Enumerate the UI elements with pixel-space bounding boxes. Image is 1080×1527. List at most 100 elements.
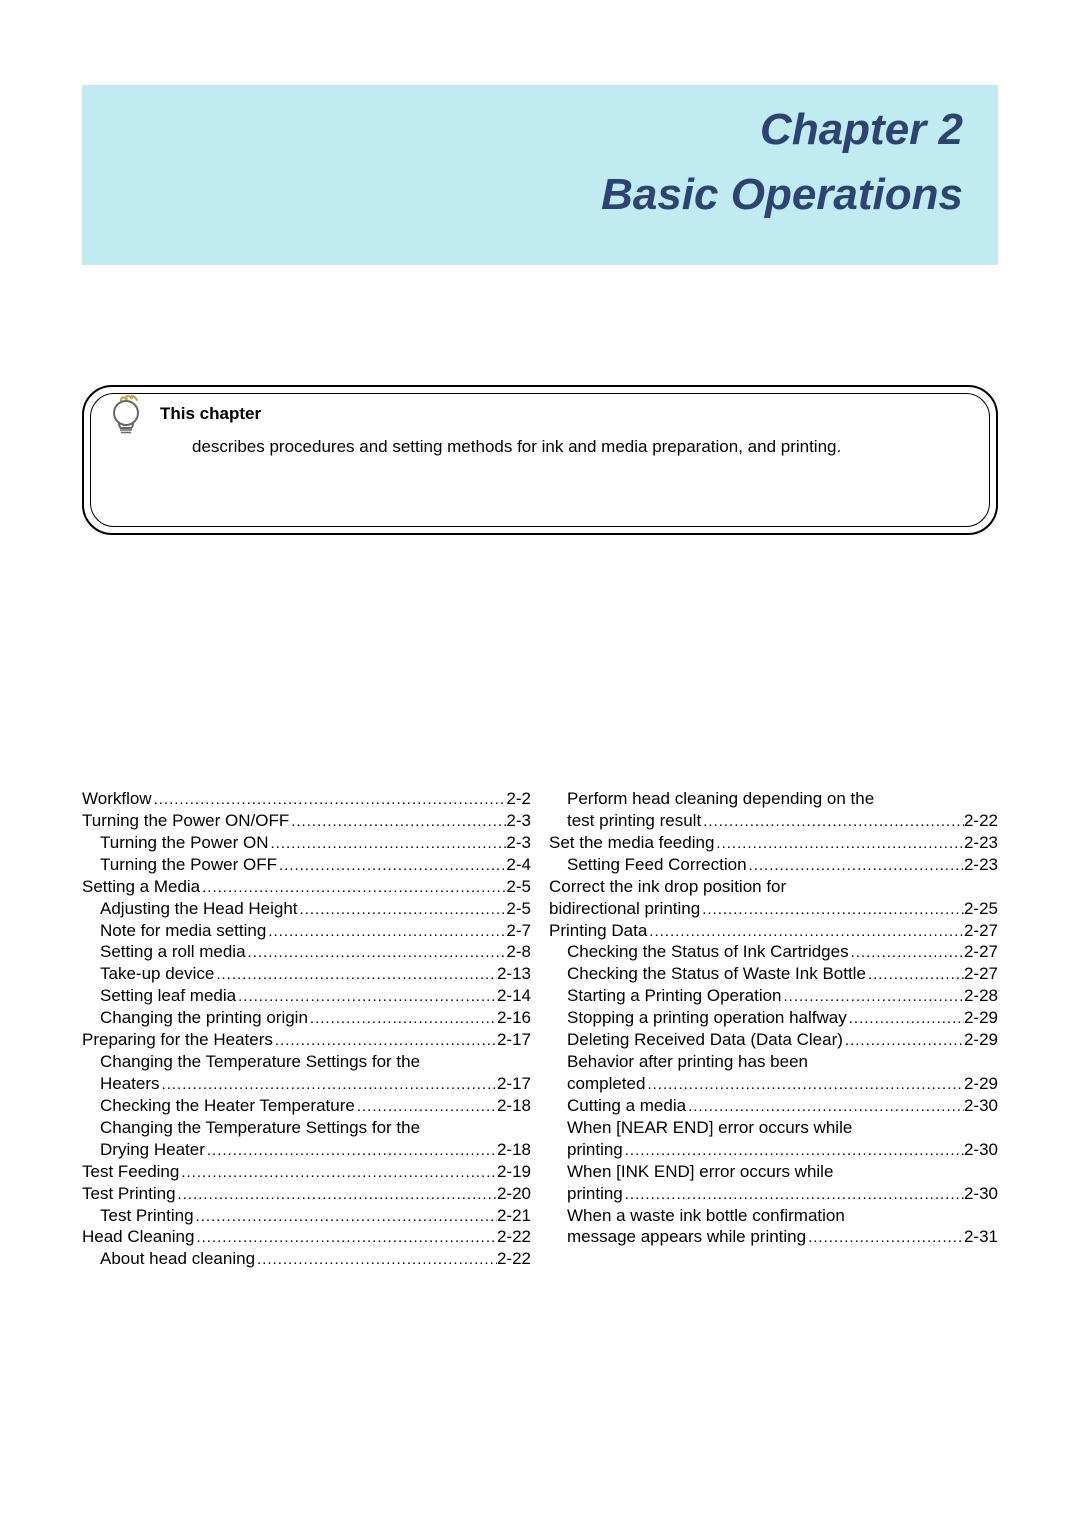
toc-dots: [806, 1228, 964, 1247]
toc-label: Perform head cleaning depending on the: [567, 788, 874, 810]
toc-entry: Set the media feeding 2-23: [549, 832, 998, 854]
toc-entry: Setting a Media 2-5: [82, 876, 531, 898]
toc-dots: [273, 1031, 497, 1050]
toc-label: Correct the ink drop position for: [549, 876, 786, 898]
info-description: describes procedures and setting methods…: [192, 437, 841, 457]
toc-entry: Cutting a media 2-30: [549, 1095, 998, 1117]
toc-entry: Checking the Heater Temperature 2-18: [82, 1095, 531, 1117]
toc-label: Changing the Temperature Settings for th…: [100, 1117, 420, 1139]
toc-label: Starting a Printing Operation: [567, 985, 782, 1007]
toc-entry: printing 2-30: [549, 1139, 998, 1161]
toc-page: 2-22: [497, 1226, 531, 1248]
toc-label: test printing result: [567, 810, 701, 832]
toc-dots: [849, 943, 964, 962]
toc-label: Adjusting the Head Height: [100, 898, 298, 920]
toc-dots: [714, 834, 964, 853]
toc-entry: Preparing for the Heaters 2-17: [82, 1029, 531, 1051]
toc-page: 2-3: [506, 832, 531, 854]
toc-label: When a waste ink bottle confirmation: [567, 1205, 845, 1227]
toc-entry: Test Printing 2-21: [82, 1205, 531, 1227]
toc-page: 2-27: [964, 920, 998, 942]
toc-label: Head Cleaning: [82, 1226, 194, 1248]
toc-entry: When [NEAR END] error occurs while: [549, 1117, 998, 1139]
toc-label: When [INK END] error occurs while: [567, 1161, 833, 1183]
toc-column-left: Workflow 2-2Turning the Power ON/OFF 2-3…: [82, 788, 531, 1270]
toc-dots: [214, 965, 497, 984]
toc-entry: Head Cleaning 2-22: [82, 1226, 531, 1248]
toc-dots: [623, 1141, 964, 1160]
toc-label: Changing the Temperature Settings for th…: [100, 1051, 420, 1073]
toc-label: When [NEAR END] error occurs while: [567, 1117, 852, 1139]
toc-label: Checking the Heater Temperature: [100, 1095, 355, 1117]
toc-dots: [782, 987, 964, 1006]
toc-label: Turning the Power ON/OFF: [82, 810, 289, 832]
toc-entry: printing 2-30: [549, 1183, 998, 1205]
toc-page: 2-30: [964, 1139, 998, 1161]
toc-page: 2-14: [497, 985, 531, 1007]
toc-label: Workflow: [82, 788, 152, 810]
toc-dots: [645, 1075, 964, 1094]
toc-dots: [747, 856, 964, 875]
toc-label: Test Printing: [100, 1205, 194, 1227]
toc-entry: Adjusting the Head Height 2-5: [82, 898, 531, 920]
toc-entry: Deleting Received Data (Data Clear) 2-29: [549, 1029, 998, 1051]
toc-dots: [194, 1207, 497, 1226]
toc-label: message appears while printing: [567, 1226, 806, 1248]
toc-entry: Changing the Temperature Settings for th…: [82, 1051, 531, 1073]
toc-dots: [289, 812, 506, 831]
toc-entry: Test Feeding 2-19: [82, 1161, 531, 1183]
toc-entry: When a waste ink bottle confirmation: [549, 1205, 998, 1227]
toc-entry: Setting a roll media 2-8: [82, 941, 531, 963]
toc-dots: [176, 1185, 497, 1204]
toc-label: Checking the Status of Waste Ink Bottle: [567, 963, 866, 985]
toc-page: 2-30: [964, 1095, 998, 1117]
toc-dots: [179, 1163, 497, 1182]
toc-entry: Starting a Printing Operation 2-28: [549, 985, 998, 1007]
toc-page: 2-7: [506, 920, 531, 942]
toc-dots: [200, 878, 506, 897]
toc-label: Note for media setting: [100, 920, 266, 942]
chapter-banner: Chapter 2 Basic Operations: [82, 85, 998, 265]
toc-entry: Setting leaf media 2-14: [82, 985, 531, 1007]
toc-entry: Perform head cleaning depending on the: [549, 788, 998, 810]
toc-label: Turning the Power ON: [100, 832, 269, 854]
toc-label: Drying Heater: [100, 1139, 205, 1161]
info-heading: This chapter: [160, 404, 261, 424]
toc-entry: Setting Feed Correction 2-23: [549, 854, 998, 876]
toc-dots: [277, 856, 506, 875]
chapter-number: Chapter 2: [760, 105, 963, 155]
toc-dots: [355, 1097, 497, 1116]
toc-dots: [308, 1009, 497, 1028]
toc-entry: Workflow 2-2: [82, 788, 531, 810]
toc-label: Test Printing: [82, 1183, 176, 1205]
toc-dots: [298, 900, 507, 919]
toc-page: 2-13: [497, 963, 531, 985]
toc-page: 2-20: [497, 1183, 531, 1205]
toc-entry: Turning the Power ON 2-3: [82, 832, 531, 854]
toc-page: 2-27: [964, 941, 998, 963]
toc-label: Take-up device: [100, 963, 214, 985]
toc-entry: Correct the ink drop position for: [549, 876, 998, 898]
toc-label: Preparing for the Heaters: [82, 1029, 273, 1051]
toc-page: 2-17: [497, 1029, 531, 1051]
toc-page: 2-5: [506, 876, 531, 898]
toc-dots: [194, 1228, 497, 1247]
lightbulb-icon: [108, 395, 144, 435]
toc-entry: Turning the Power OFF 2-4: [82, 854, 531, 876]
toc-label: Setting a roll media: [100, 941, 246, 963]
toc-page: 2-27: [964, 963, 998, 985]
toc-label: Heaters: [100, 1073, 160, 1095]
toc-page: 2-18: [497, 1095, 531, 1117]
toc-label: Cutting a media: [567, 1095, 686, 1117]
toc-label: completed: [567, 1073, 645, 1095]
toc-label: Setting leaf media: [100, 985, 236, 1007]
toc-page: 2-5: [506, 898, 531, 920]
toc-page: 2-23: [964, 832, 998, 854]
toc-dots: [623, 1185, 964, 1204]
toc-label: Setting Feed Correction: [567, 854, 747, 876]
toc-column-right: Perform head cleaning depending on thete…: [549, 788, 998, 1270]
toc-label: printing: [567, 1183, 623, 1205]
toc-dots: [843, 1031, 964, 1050]
toc-page: 2-22: [964, 810, 998, 832]
toc-page: 2-31: [964, 1226, 998, 1248]
